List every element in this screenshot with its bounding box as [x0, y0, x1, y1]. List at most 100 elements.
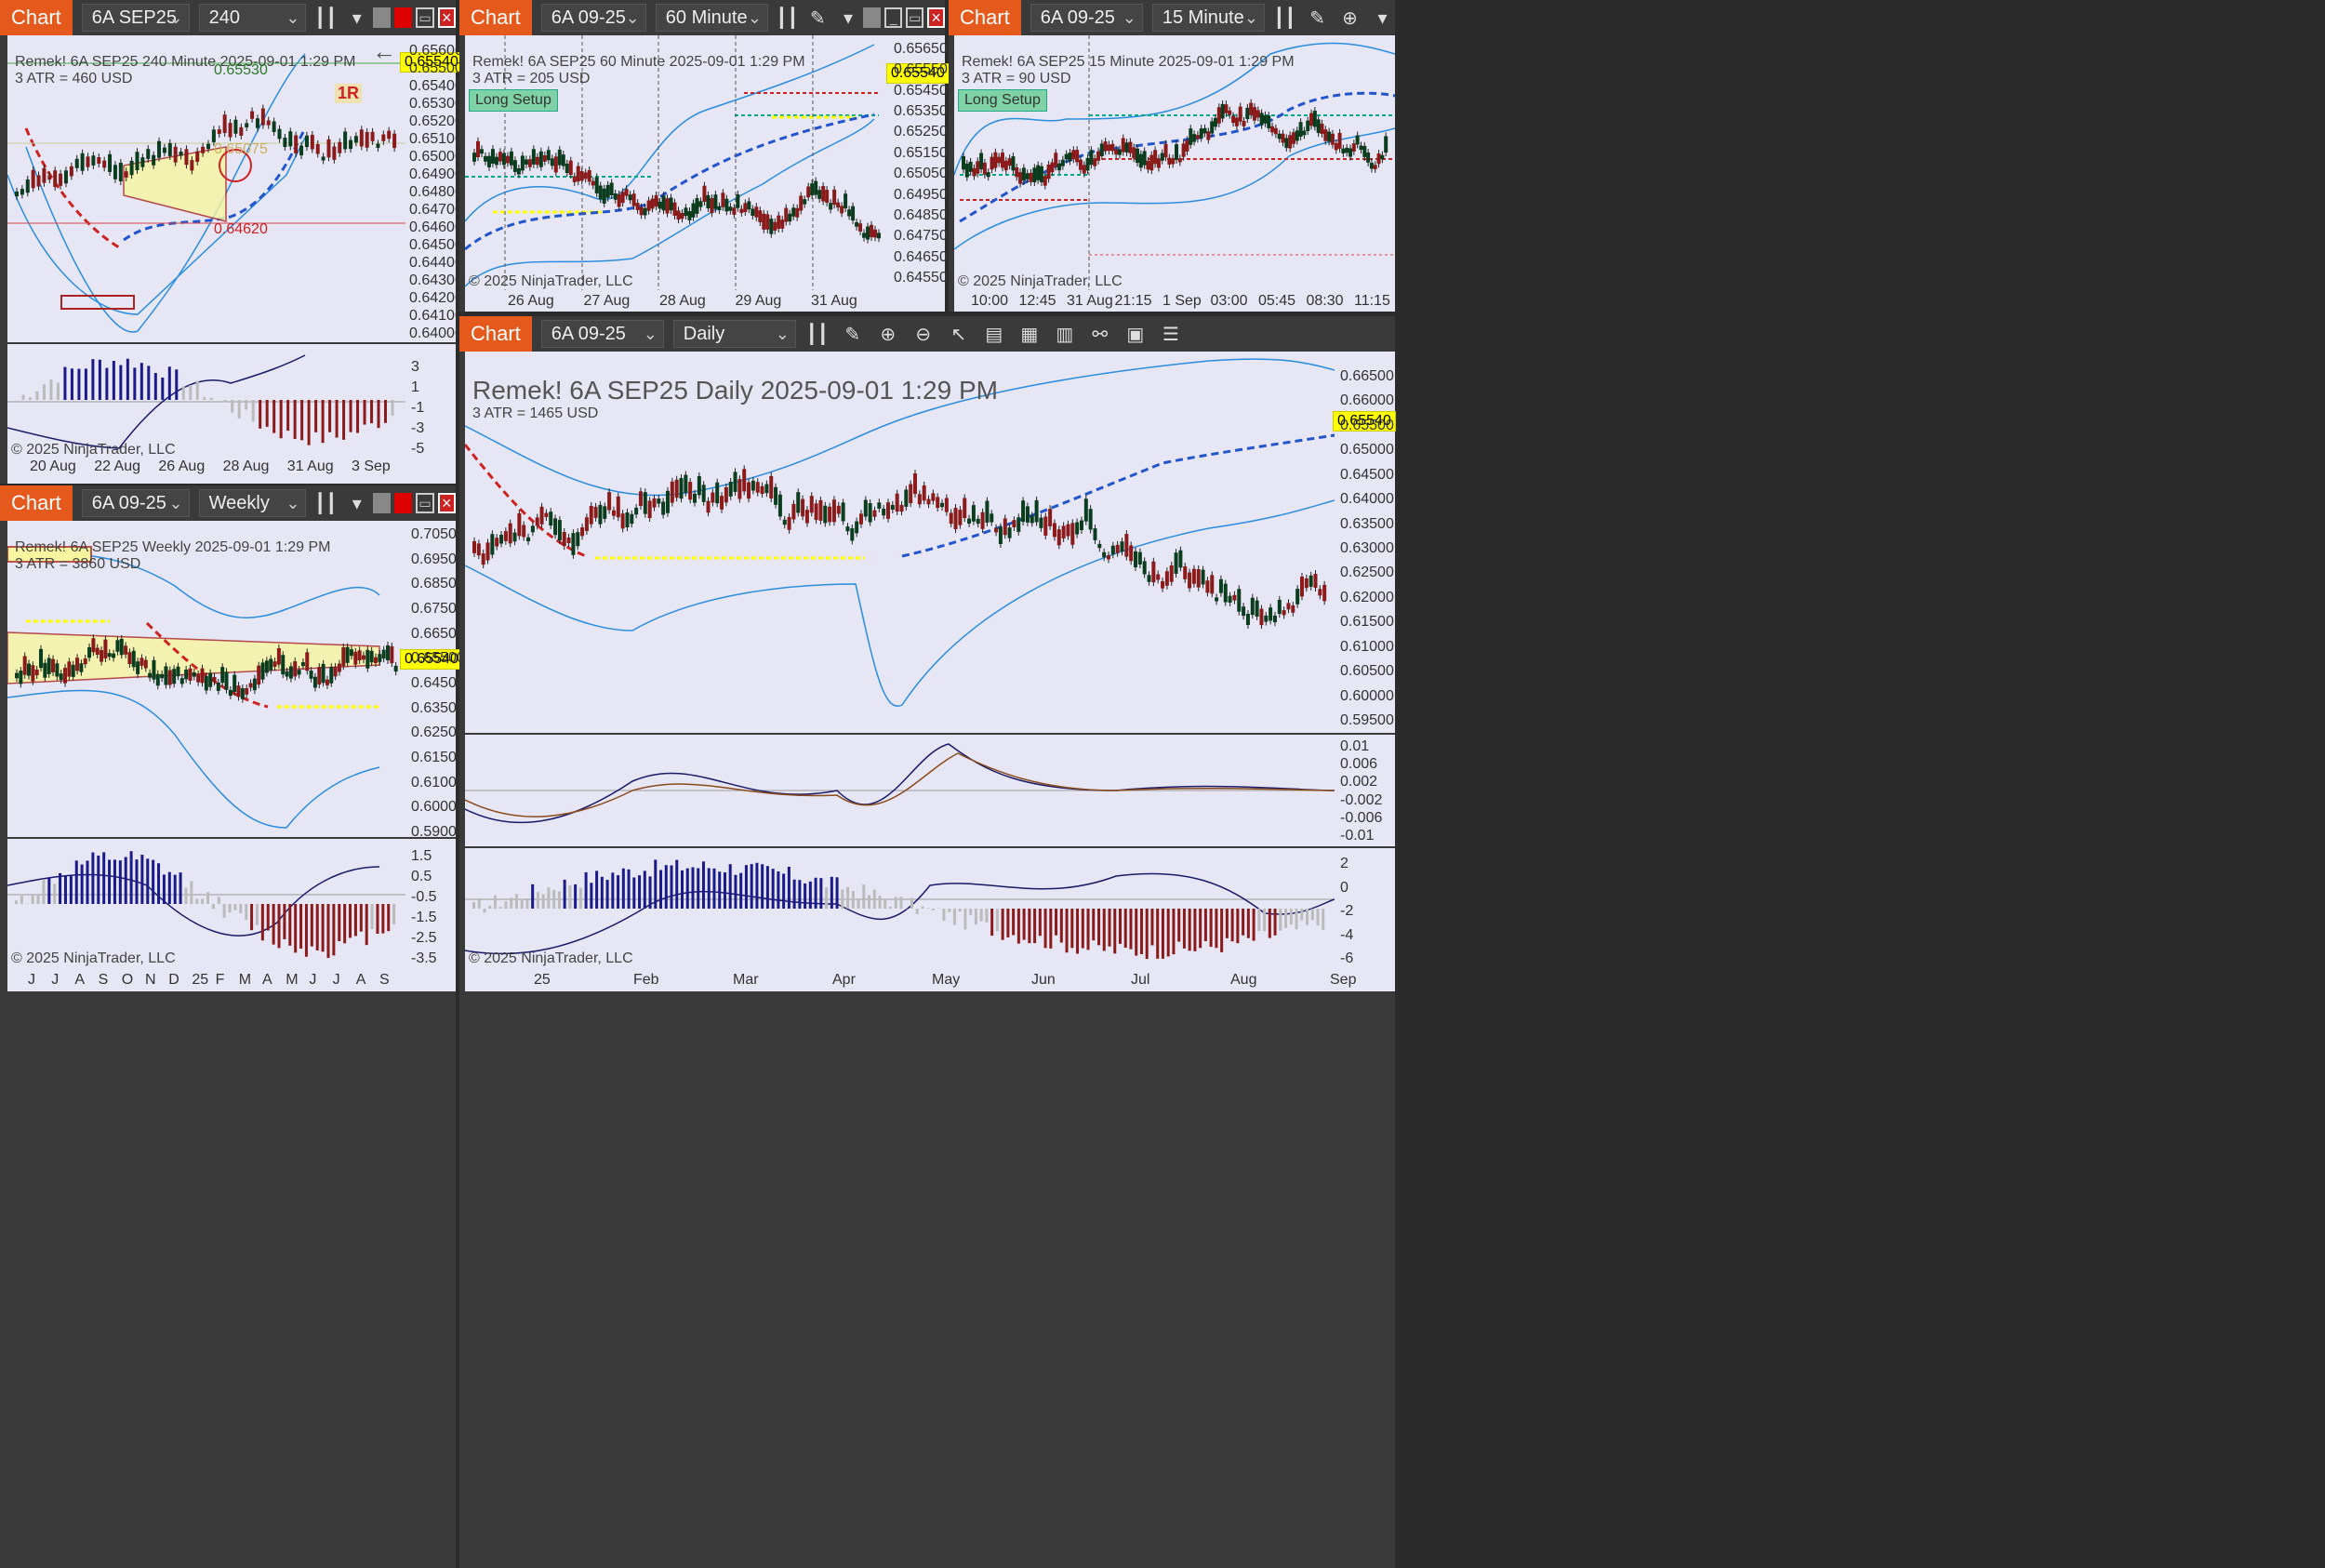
candlestick-icon[interactable]: ┃┃	[805, 324, 829, 345]
restore-button[interactable]: ▭	[416, 7, 434, 28]
candle	[661, 501, 666, 515]
interval-select[interactable]: 15 Minute ⌄	[1151, 4, 1265, 32]
chart-tab[interactable]: Chart	[949, 0, 1021, 35]
draw-tool-icon[interactable]: ✎	[809, 7, 826, 29]
candle	[684, 207, 688, 217]
price-panel[interactable]: Remek! 6A SEP25 Daily 2025-09-01 1:29 PM…	[465, 352, 1335, 733]
histogram-bar	[20, 896, 23, 904]
candle	[823, 505, 828, 524]
candle	[1029, 172, 1033, 182]
candle	[349, 649, 353, 657]
price-panel[interactable]: Remek! 6A SEP25 60 Minute 2025-09-01 1:2…	[465, 35, 888, 290]
macd-panel[interactable]	[465, 735, 1335, 846]
zoom-in-icon[interactable]: ⊕	[880, 324, 897, 345]
oscillator-panel[interactable]	[7, 344, 405, 456]
interval-select[interactable]: 240 Minute⌄	[198, 4, 307, 54]
histogram-bar	[1252, 909, 1256, 941]
draw-tool-icon[interactable]: ✎	[844, 324, 861, 345]
close-button[interactable]: ×	[437, 7, 456, 28]
histogram-bar	[391, 400, 394, 416]
draw-tool-icon[interactable]: ✎	[1309, 7, 1325, 29]
candle	[1341, 148, 1346, 153]
candle	[1369, 163, 1374, 169]
interval-select[interactable]: Daily ⌄	[672, 320, 796, 348]
histogram-bar	[209, 397, 213, 400]
instrument-select[interactable]: 6A 09-25 ⌄	[540, 320, 664, 348]
histogram-bar	[356, 400, 360, 433]
candle	[1018, 172, 1023, 184]
minimize-button[interactable]	[372, 7, 391, 28]
restore-button[interactable]: ▭	[906, 7, 924, 28]
dropdown-icon[interactable]: ▾	[1377, 7, 1388, 29]
price-panel[interactable]: Remek! 6A SEP25 240 Minute 2025-09-01 1:…	[7, 35, 405, 342]
instrument-select[interactable]: 6A SEP25 ⌄	[81, 4, 190, 32]
indicators-icon[interactable]: ▥	[1056, 324, 1074, 345]
candle	[814, 180, 818, 195]
axis-tick-label: -4	[1340, 926, 1354, 943]
price-panel[interactable]: Remek! 6A SEP25 15 Minute 2025-09-01 1:2…	[954, 35, 1395, 290]
histogram-bar	[161, 377, 165, 400]
candle	[1115, 544, 1120, 553]
chart-tab[interactable]: Chart	[459, 0, 532, 35]
color-button[interactable]	[393, 7, 413, 28]
interval-select[interactable]: Weekly ⌄	[198, 489, 307, 517]
histogram-bar	[152, 859, 155, 904]
candlestick-icon[interactable]: ┃┃	[776, 7, 799, 29]
candlestick-icon[interactable]: ┃┃	[1273, 7, 1296, 29]
candlestick-icon[interactable]: ┃┃	[314, 7, 338, 29]
candle	[498, 152, 502, 162]
histogram-bar	[643, 870, 646, 909]
candle	[310, 134, 314, 150]
chart-tab[interactable]: Chart	[459, 316, 532, 352]
histogram-bar	[233, 904, 237, 910]
price-panel[interactable]: Remek! 6A SEP25 Weekly 2025-09-01 1:29 P…	[7, 521, 405, 837]
candle	[281, 655, 286, 675]
histogram-bar	[63, 875, 67, 904]
axis-tick-label: 08:30	[1306, 293, 1344, 309]
list-icon[interactable]: ☰	[1162, 324, 1179, 345]
oscillator-panel[interactable]: © 2025 NinjaTrader, LLC	[465, 848, 1335, 969]
dropdown-icon[interactable]: ▾	[844, 7, 854, 29]
histogram-bar	[228, 904, 232, 913]
axis-tick-label: 0.006	[1340, 756, 1378, 773]
candle	[257, 665, 261, 685]
candle	[195, 151, 200, 162]
pointer-icon[interactable]: ↖	[950, 324, 967, 345]
dropdown-icon[interactable]: ▾	[352, 493, 362, 514]
minimize-button[interactable]	[863, 7, 882, 28]
candle	[773, 221, 777, 232]
back-arrow-icon[interactable]: ←	[372, 37, 396, 65]
candle	[148, 672, 153, 678]
properties-icon[interactable]: ▦	[1020, 324, 1039, 345]
histogram-bar	[1263, 909, 1267, 932]
candle	[814, 503, 818, 521]
oscillator-panel[interactable]	[7, 839, 405, 969]
candle	[1286, 603, 1291, 610]
templates-icon[interactable]: ▣	[1126, 324, 1145, 345]
restore-button[interactable]: ▭	[416, 493, 434, 513]
close-button[interactable]: ×	[927, 7, 946, 28]
instrument-select[interactable]: 6A 09-25 ⌄	[81, 489, 190, 517]
data-box-icon[interactable]: ▤	[985, 324, 1003, 345]
minimize-button[interactable]	[372, 493, 391, 513]
histogram-bar	[80, 864, 84, 904]
chart-tab[interactable]: Chart	[0, 485, 73, 521]
zoom-icon[interactable]: ⊕	[1342, 7, 1358, 29]
zoom-out-icon[interactable]: ⊖	[915, 324, 932, 345]
axis-tick-label: 0.59500	[1340, 712, 1394, 728]
interval-select[interactable]: 60 Minute ⌄	[655, 4, 769, 32]
strategies-icon[interactable]: ⚯	[1092, 324, 1109, 345]
minimize-window-button[interactable]: _	[884, 7, 903, 28]
candlestick-icon[interactable]: ┃┃	[314, 493, 338, 514]
color-button[interactable]	[393, 493, 413, 513]
axis-tick-label: 0.65200	[409, 113, 463, 129]
candle	[661, 195, 666, 211]
instrument-select[interactable]: 6A 09-25 ⌄	[1030, 4, 1143, 32]
axis-tick-label: J	[51, 972, 60, 988]
dropdown-icon[interactable]: ▾	[352, 7, 362, 29]
chart-tab[interactable]: Chart	[0, 0, 73, 35]
atr-label: 3 ATR = 3860 USD	[15, 556, 141, 572]
close-button[interactable]: ×	[437, 493, 456, 513]
instrument-select[interactable]: 6A 09-25 ⌄	[540, 4, 646, 32]
candle	[985, 500, 990, 523]
